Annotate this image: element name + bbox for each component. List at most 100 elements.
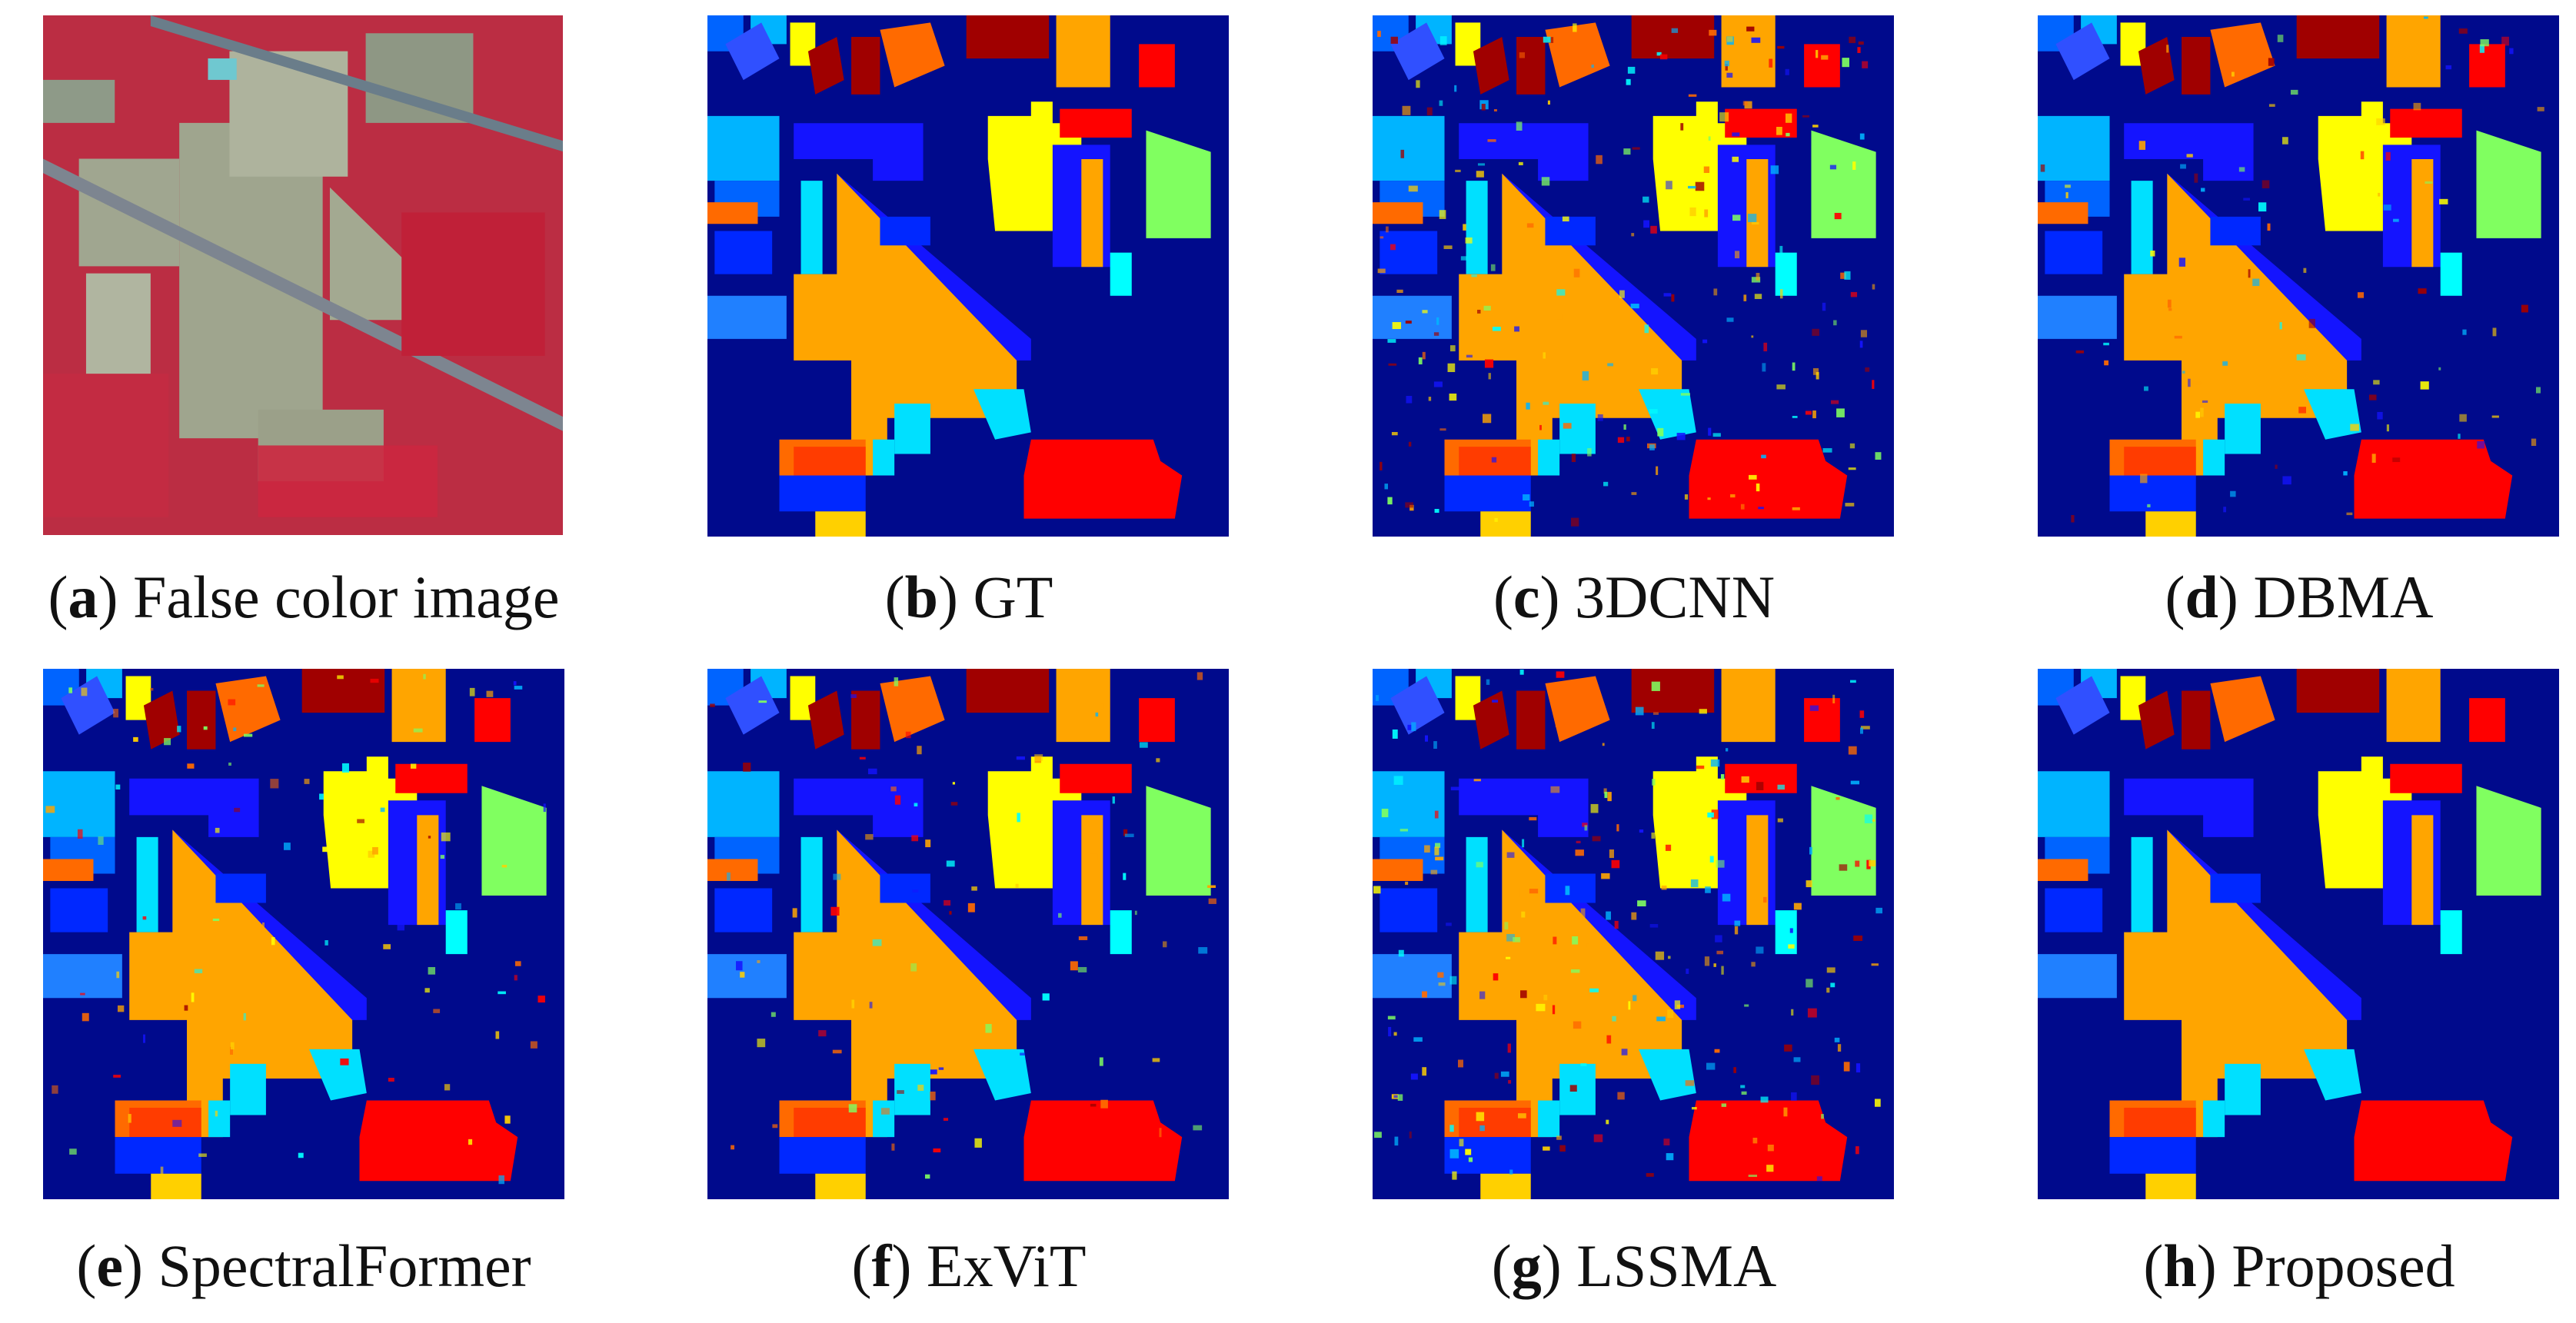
- noise-patch: [2167, 299, 2172, 308]
- noise-patch: [1821, 1114, 1824, 1119]
- noise-patch: [944, 899, 951, 906]
- noise-patch: [1424, 735, 1429, 742]
- noise-patch: [1719, 112, 1729, 122]
- class-region-corn_notill-18: [1459, 829, 1682, 1138]
- noise-patch: [1381, 809, 1389, 818]
- noise-patch: [383, 944, 391, 949]
- class-region-corn_mintill-12: [1373, 859, 1423, 881]
- noise-patch: [1875, 452, 1882, 460]
- class-region-soybean_clean-27: [1639, 1049, 1696, 1101]
- noise-patch: [1663, 293, 1672, 297]
- class-region-soybean_clean-31: [873, 1100, 895, 1138]
- noise-patch: [257, 684, 265, 687]
- noise-patch: [1812, 328, 1819, 336]
- noise-patch: [1559, 1145, 1566, 1152]
- noise-patch: [1397, 1094, 1403, 1101]
- class-region-woods-2: [725, 22, 780, 81]
- class-region-corn_mintill-12: [707, 202, 758, 224]
- class-region-corn-32: [359, 1100, 518, 1182]
- noise-patch: [2386, 424, 2389, 432]
- noise-patch: [1806, 979, 1813, 988]
- class-region-corn_notill-8: [1721, 669, 1776, 743]
- class-region-corn_mintill-12: [2038, 202, 2088, 224]
- noise-patch: [2180, 164, 2186, 169]
- noise-patch: [1393, 1032, 1397, 1036]
- noise-patch: [1592, 836, 1601, 842]
- noise-patch: [1543, 994, 1548, 1001]
- noise-patch: [1090, 1103, 1097, 1107]
- noise-patch: [2378, 192, 2381, 197]
- class-region-stone_steel-33: [2145, 511, 2196, 537]
- noise-patch: [117, 1005, 125, 1012]
- caption-a-letter: a: [68, 563, 98, 630]
- noise-patch: [743, 763, 751, 772]
- noise-patch: [1450, 786, 1460, 791]
- class-region-corn_mintill-6: [2210, 22, 2275, 88]
- noise-patch: [1631, 492, 1637, 495]
- noise-patch: [1858, 41, 1864, 45]
- noise-patch: [1680, 393, 1690, 396]
- noise-patch: [2268, 104, 2275, 107]
- noise-patch: [1749, 474, 1757, 480]
- noise-patch: [1690, 879, 1699, 888]
- noise-patch: [194, 969, 203, 974]
- noise-patch: [115, 784, 121, 789]
- class-region-grass_pasture-25: [2440, 252, 2462, 296]
- class-region-wheat-29: [1459, 1108, 1531, 1138]
- noise-patch: [284, 843, 291, 850]
- noise-patch: [1424, 845, 1430, 853]
- class-region-soybean_clean-27: [2304, 1049, 2361, 1101]
- exvit-map: [707, 669, 1229, 1199]
- class-region-soybean_clean-27: [973, 389, 1031, 440]
- noise-patch: [1409, 1131, 1412, 1139]
- noise-patch: [1809, 705, 1819, 711]
- noise-patch: [1661, 885, 1667, 890]
- noise-patch: [1706, 1062, 1716, 1070]
- noise-patch: [1193, 1125, 1203, 1131]
- noise-patch: [911, 835, 919, 842]
- noise-patch: [1465, 237, 1473, 244]
- class-region-oats-4: [807, 37, 844, 95]
- noise-patch: [2413, 102, 2421, 111]
- noise-patch: [2418, 288, 2427, 294]
- noise-patch: [82, 1012, 89, 1022]
- noise-patch: [1732, 156, 1739, 162]
- noise-patch: [1443, 245, 1453, 249]
- noise-patch: [1100, 703, 1104, 710]
- class-region-grass_pasture-25: [1110, 910, 1132, 955]
- noise-patch: [1435, 856, 1444, 861]
- noise-patch: [1830, 982, 1835, 988]
- noise-patch: [2383, 204, 2391, 211]
- class-region-soybean_clean-15: [1466, 836, 1488, 932]
- class-region-corn_notill-23: [1746, 815, 1769, 926]
- class-region-soybean_clean-26: [2225, 1063, 2261, 1115]
- noise-patch: [1649, 924, 1659, 928]
- noise-patch: [113, 1075, 121, 1078]
- noise-patch: [1832, 694, 1835, 703]
- noise-patch: [1407, 724, 1412, 730]
- class-region-oats-4: [1473, 37, 1509, 95]
- class-region-corn-9: [1139, 698, 1175, 743]
- noise-patch: [2377, 411, 2383, 420]
- noise-patch: [1776, 464, 1782, 470]
- caption-c-letter: c: [1513, 563, 1540, 630]
- class-region-wheat-29: [794, 1108, 866, 1138]
- class-region-wheat-29: [129, 1108, 201, 1138]
- noise-patch: [1409, 504, 1414, 511]
- noise-patch: [770, 1012, 776, 1017]
- noise-patch: [1484, 359, 1494, 368]
- noise-patch: [1751, 37, 1761, 43]
- noise-patch: [1437, 972, 1444, 978]
- noise-patch: [1504, 922, 1509, 930]
- noise-patch: [1413, 1037, 1423, 1042]
- noise-patch: [2065, 192, 2068, 198]
- noise-patch: [1493, 108, 1497, 111]
- noise-patch: [1468, 1157, 1473, 1162]
- noise-patch: [1623, 148, 1631, 155]
- class-region-soybean_clean-26: [1559, 403, 1596, 454]
- noise-patch: [1688, 94, 1697, 97]
- class-region-corn_notill-18: [1459, 173, 1682, 476]
- noise-patch: [1651, 367, 1659, 375]
- noise-patch: [270, 779, 279, 789]
- noise-patch: [1563, 423, 1572, 429]
